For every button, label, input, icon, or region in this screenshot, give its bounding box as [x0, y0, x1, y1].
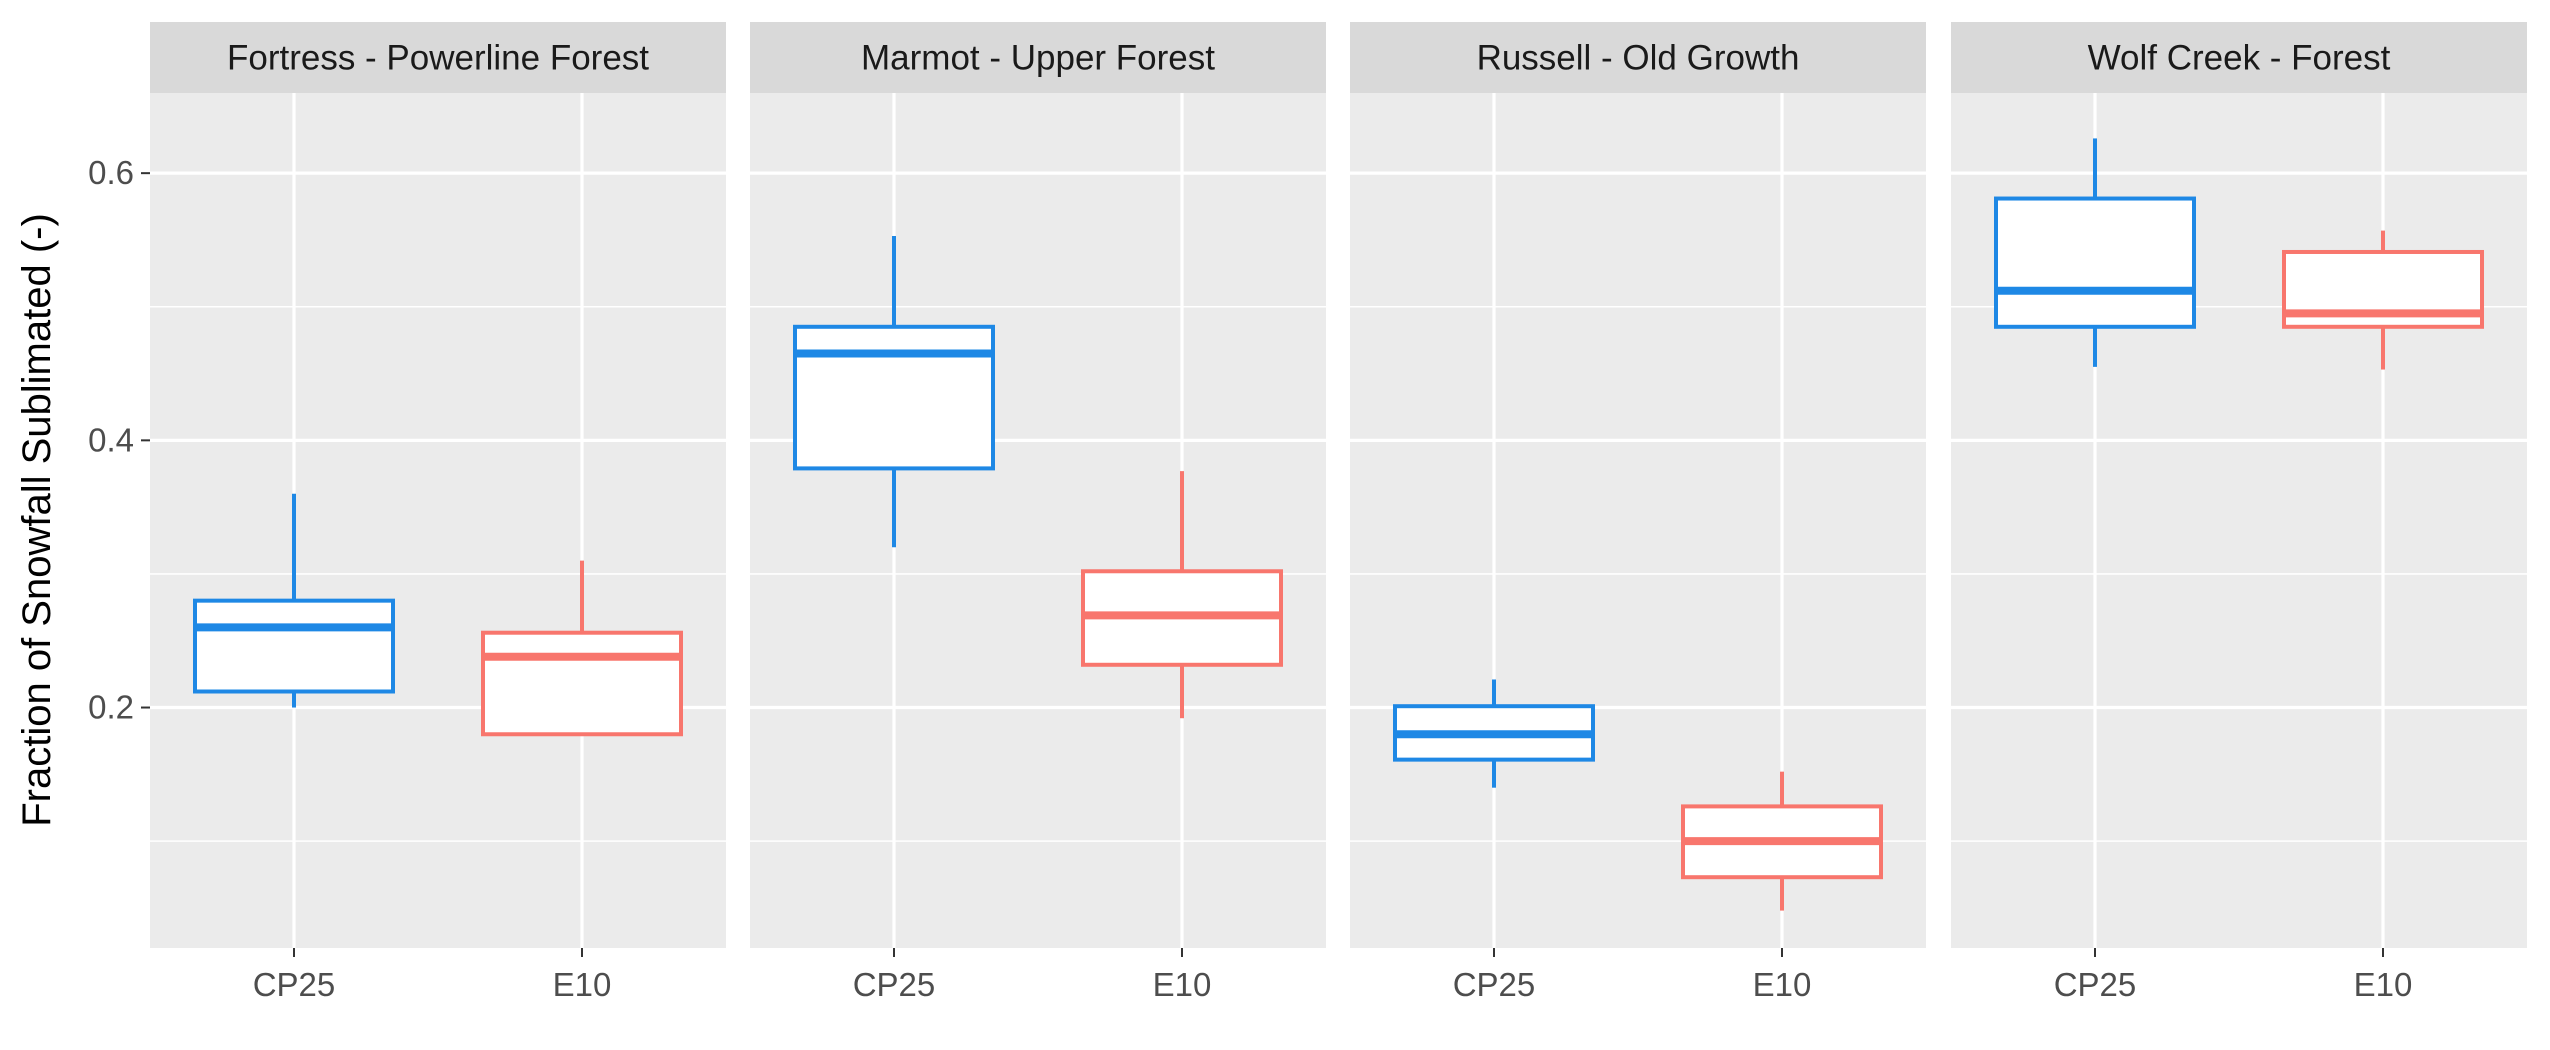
y-tick-label: 0.6	[88, 154, 134, 191]
box-e10	[2282, 230, 2484, 370]
facet-strip	[150, 22, 726, 93]
facet-strip-label: Fortress - Powerline Forest	[227, 39, 649, 78]
facet-panel: Russell - Old Growth CP25 E10	[1350, 22, 1926, 1003]
box-cp25	[1393, 679, 1595, 788]
x-tick-label: E10	[1153, 966, 1212, 1003]
x-tick-label: E10	[2354, 966, 2413, 1003]
facet-strip-label: Russell - Old Growth	[1477, 39, 1800, 78]
panel-background	[750, 93, 1326, 948]
x-tick-label: CP25	[853, 966, 936, 1003]
y-tick-label: 0.4	[88, 421, 134, 458]
facet-strip	[1350, 22, 1926, 93]
box-e10	[1681, 771, 1883, 911]
panel-background	[150, 93, 726, 948]
facet-strip	[1951, 22, 2527, 93]
y-axis-ticks: 0.2 0.4 0.6	[88, 154, 150, 726]
x-tick-label: E10	[553, 966, 612, 1003]
x-tick-label: CP25	[253, 966, 336, 1003]
facet-strip-label: Wolf Creek - Forest	[2088, 39, 2391, 78]
facet-strip	[750, 22, 1326, 93]
box-iqr	[793, 324, 995, 471]
x-tick-label: E10	[1753, 966, 1812, 1003]
box-iqr	[193, 598, 395, 694]
facet-strip-label: Marmot - Upper Forest	[861, 39, 1215, 78]
box-e10	[1081, 471, 1283, 719]
box-iqr	[481, 630, 683, 737]
facet-panel: Fortress - Powerline Forest CP25 E10	[150, 22, 726, 1003]
y-axis-title: Fraction of Snowfall Sublimated (-)	[15, 213, 59, 827]
box-cp25	[1994, 138, 2196, 367]
x-tick-label: CP25	[1453, 966, 1536, 1003]
box-e10	[481, 560, 683, 737]
y-axis-title-group: Fraction of Snowfall Sublimated (-)	[15, 213, 59, 827]
x-tick-label: CP25	[2054, 966, 2137, 1003]
facet-panel: Marmot - Upper Forest CP25 E10	[750, 22, 1326, 1003]
y-tick-label: 0.2	[88, 689, 134, 726]
box-iqr	[1994, 196, 2196, 329]
box-cp25	[793, 235, 995, 548]
box-cp25	[193, 493, 395, 708]
facet-panel: Wolf Creek - Forest CP25 E10	[1951, 22, 2527, 1003]
